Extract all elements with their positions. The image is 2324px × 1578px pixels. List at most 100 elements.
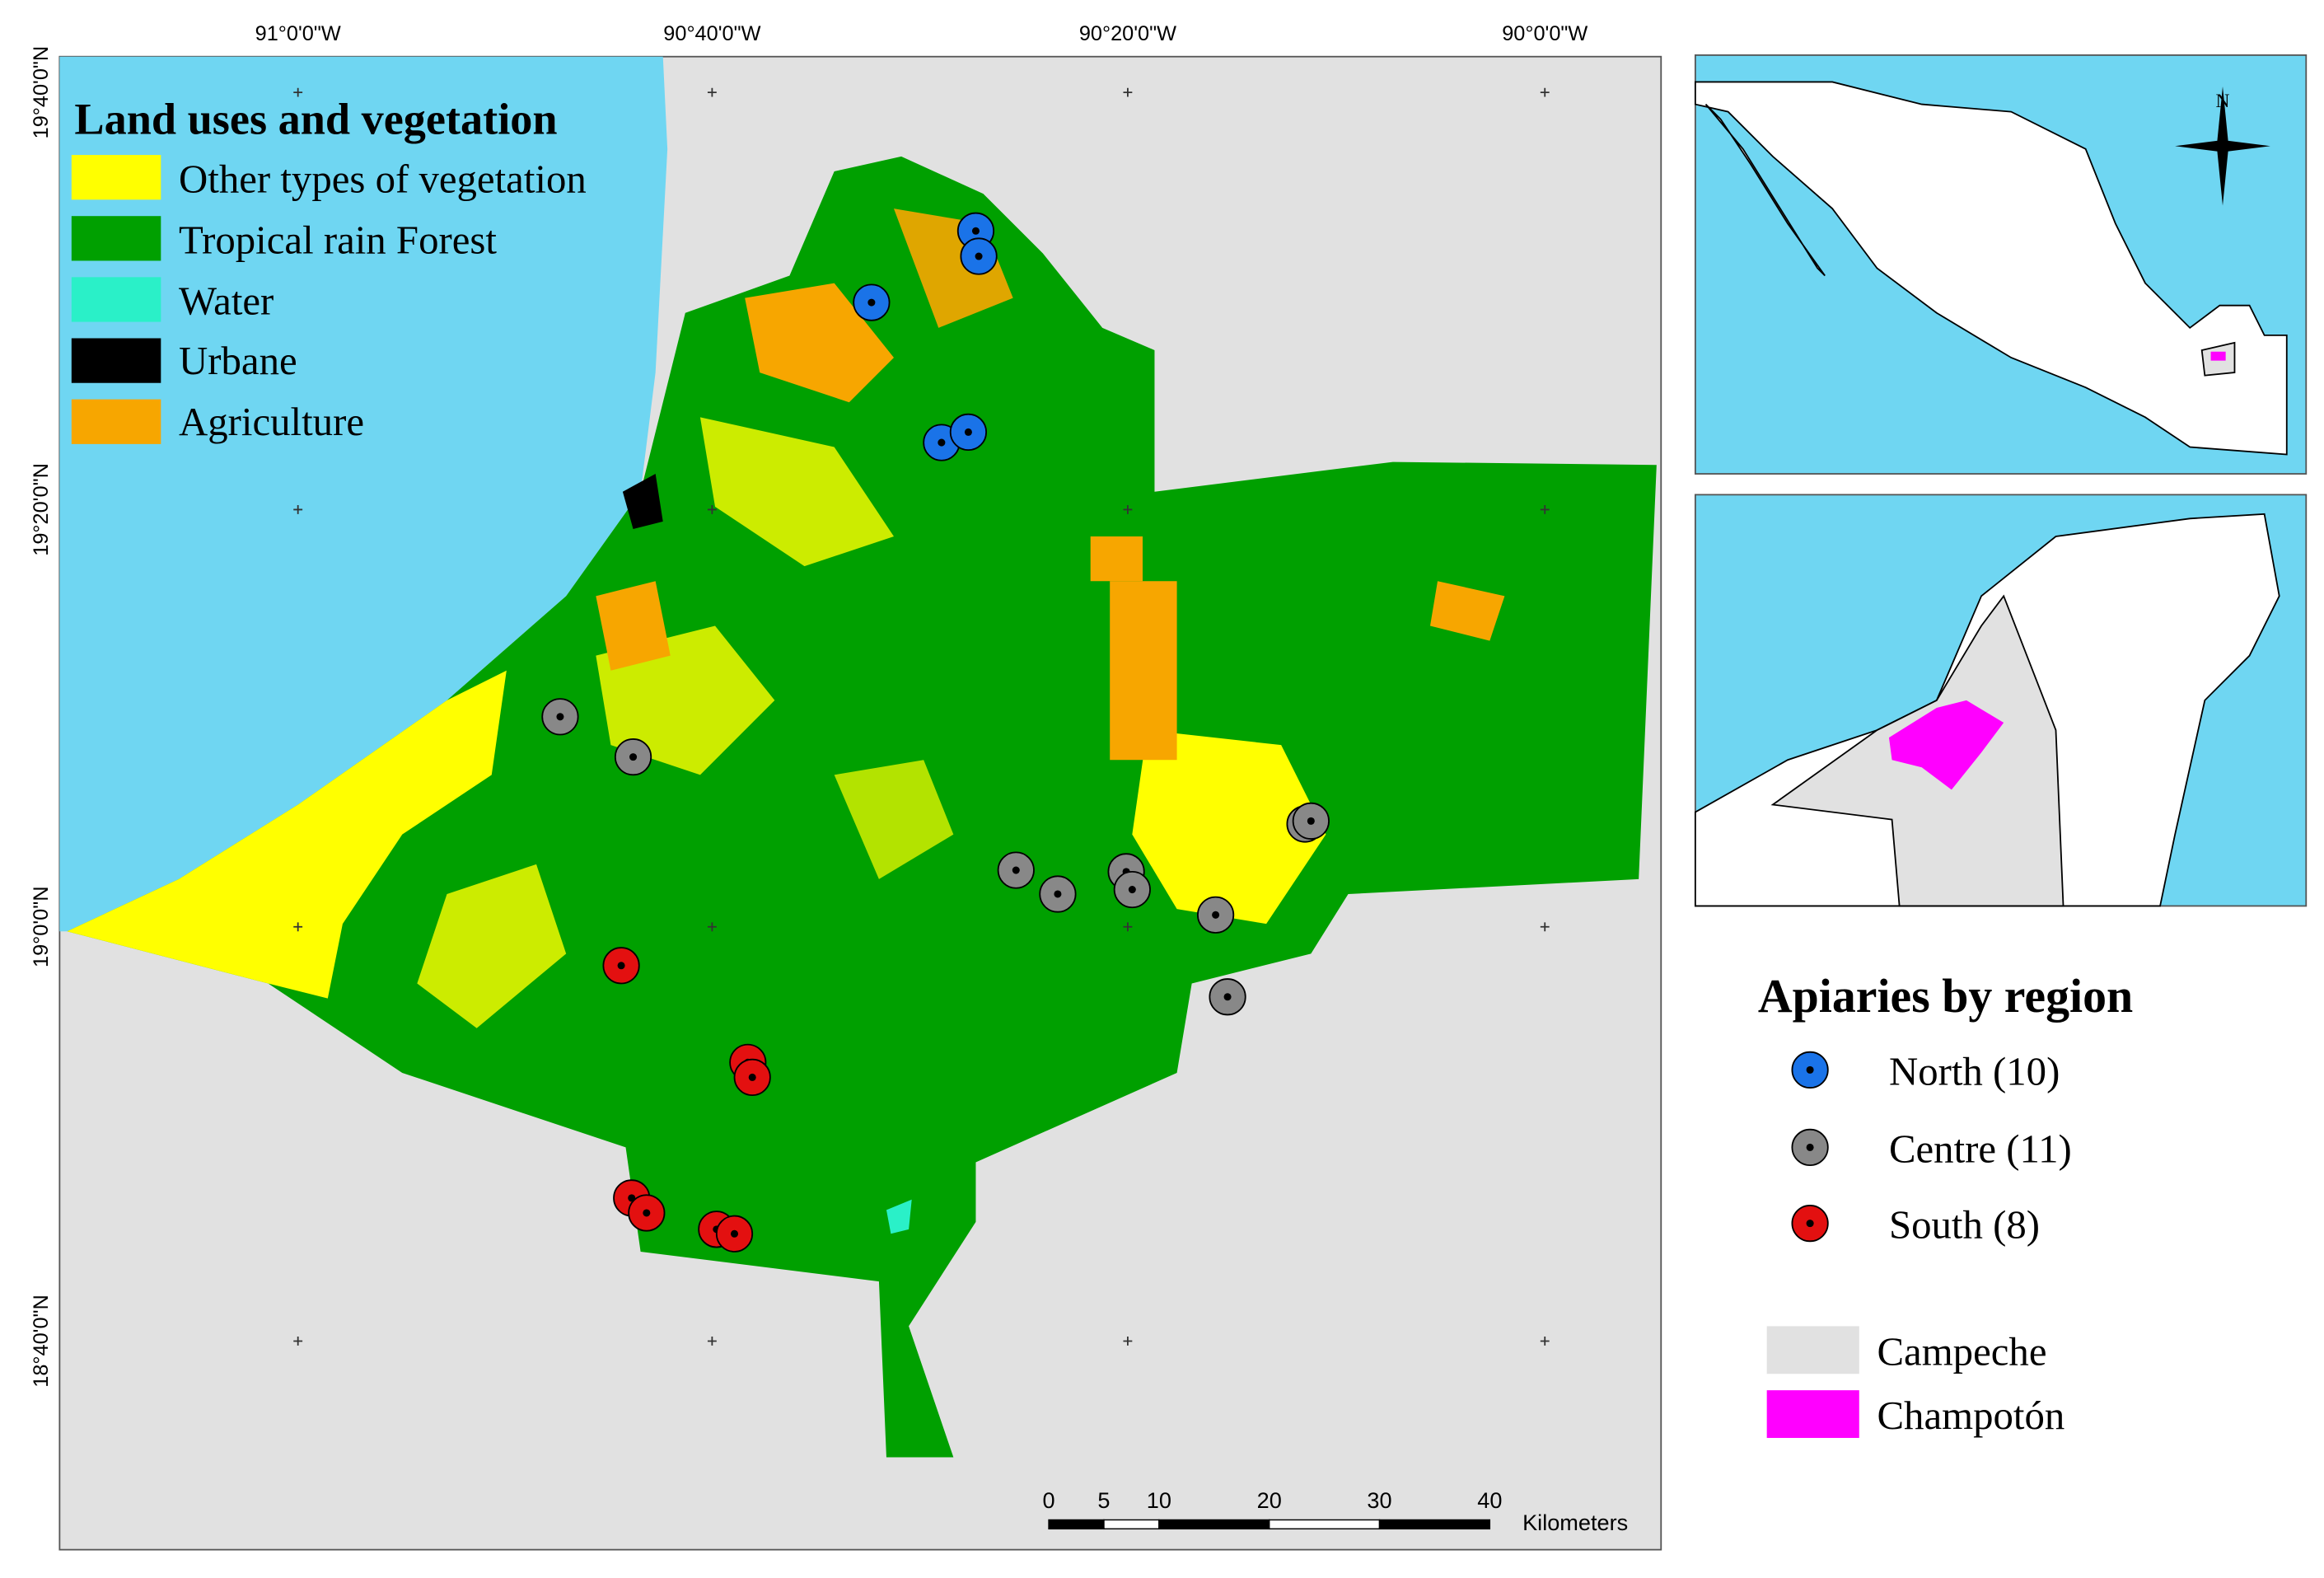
scale-segment	[1378, 1519, 1491, 1530]
champoton-inset	[2210, 351, 2226, 361]
sea	[59, 56, 668, 932]
longitude-label: 90°40'0"W	[663, 22, 760, 45]
scale-label: 30	[1367, 1487, 1391, 1513]
vegetation-patch	[417, 864, 567, 1028]
apiary-marker-dot	[1012, 866, 1020, 874]
latitude-label: 19°0'0"N	[30, 887, 53, 967]
legend-label: Other types of vegetation	[179, 156, 587, 201]
apiary-marker-dot	[1307, 817, 1315, 825]
graticule-cross	[293, 922, 303, 932]
legend-label: Campeche	[1877, 1328, 2046, 1374]
legend-label: Centre (11)	[1889, 1126, 2072, 1171]
vegetation-patch	[834, 760, 954, 879]
latitude-label: 19°20'0"N	[30, 463, 53, 556]
graticule-cross	[1123, 922, 1133, 932]
legend-swatch	[71, 277, 161, 322]
apiary-marker-dot	[975, 252, 983, 260]
legend-label: Urbane	[179, 338, 297, 383]
main-map: 91°0'0"W 90°40'0"W 90°20'0"W 90°0'0"W 19…	[30, 22, 1662, 1551]
apiary-marker-dot	[1054, 890, 1062, 898]
latitude-label: 19°40'0"N	[30, 46, 53, 139]
graticule-cross	[707, 87, 717, 97]
longitude-label: 90°20'0"W	[1079, 22, 1176, 45]
legend-swatch	[71, 155, 161, 200]
graticule	[293, 87, 1550, 1346]
graticule-cross	[293, 1337, 303, 1346]
apiary-marker-dot	[556, 713, 564, 721]
mexico-land	[1694, 81, 2288, 456]
graticule-cross	[1540, 1337, 1550, 1346]
legend-label: Water	[179, 279, 274, 324]
agriculture-patch	[1429, 581, 1505, 641]
graticule-cross	[1540, 505, 1550, 514]
legend-swatch	[71, 399, 161, 444]
scale-label: 20	[1257, 1487, 1282, 1513]
apiary-marker-dot	[964, 428, 972, 436]
vegetation-patch	[1132, 730, 1326, 925]
legend-swatch	[71, 338, 161, 383]
land-use-legend: Land uses and vegetation Other types of …	[71, 95, 587, 444]
scale-unit: Kilometers	[1522, 1510, 1628, 1535]
legend-swatch	[1766, 1326, 1859, 1374]
legend-marker-dot	[1806, 1220, 1814, 1228]
vegetation-patch	[596, 625, 775, 775]
scale-label: 40	[1477, 1487, 1502, 1513]
scale-label: 5	[1097, 1487, 1110, 1513]
longitude-label: 91°0'0"W	[255, 22, 341, 45]
graticule-cross	[1540, 87, 1550, 97]
scale-segment	[1268, 1519, 1381, 1530]
graticule-cross	[707, 505, 717, 514]
agriculture-patch	[1090, 536, 1143, 582]
graticule-cross	[707, 1337, 717, 1346]
inset-mexico: N	[1694, 54, 2308, 475]
legend-label: Agriculture	[179, 399, 364, 444]
scale-segment	[1103, 1519, 1160, 1530]
apiary-marker-dot	[1128, 886, 1136, 894]
agriculture-patch	[1110, 581, 1177, 761]
legend-marker-dot	[1806, 1143, 1814, 1151]
legend-label: South (8)	[1889, 1202, 2040, 1248]
legend-label: Champotón	[1877, 1393, 2064, 1438]
scale-bar: Kilometers 0 5 10 20 30 40	[1043, 1487, 1629, 1535]
vegetation-patch	[67, 670, 507, 999]
scale-label: 0	[1043, 1487, 1055, 1513]
legend-swatch	[71, 216, 161, 261]
legend-label: Tropical rain Forest	[179, 217, 497, 262]
latitude-label: 18°40'0"N	[30, 1295, 53, 1388]
inset-yucatan	[1694, 494, 2308, 907]
legend-title: Apiaries by region	[1758, 969, 2133, 1023]
apiary-marker-dot	[643, 1209, 651, 1217]
scale-label: 10	[1147, 1487, 1171, 1513]
water-patch	[886, 1199, 912, 1234]
apiary-marker-dot	[971, 227, 980, 235]
graticule-cross	[1540, 922, 1550, 932]
apiary-marker-dot	[617, 962, 625, 970]
legend-marker-dot	[1806, 1065, 1814, 1074]
graticule-cross	[1123, 1337, 1133, 1346]
apiary-marker-dot	[730, 1229, 739, 1238]
apiaries-legend: Apiaries by region North (10) Centre (11…	[1758, 969, 2133, 1438]
champoton-inset	[1888, 700, 2004, 790]
baja-california	[1704, 103, 1826, 277]
apiary-marker-dot	[748, 1073, 756, 1081]
north-arrow	[2175, 139, 2270, 152]
legend-title: Land uses and vegetation	[74, 95, 557, 144]
north-label: N	[2216, 91, 2230, 112]
graticule-cross	[1123, 505, 1133, 514]
apiary-marker-dot	[938, 438, 946, 447]
graticule-cross	[1123, 87, 1133, 97]
apiaries	[541, 212, 1330, 1253]
apiary-marker-dot	[1223, 993, 1232, 1001]
legend-swatch	[1766, 1390, 1859, 1439]
graticule-cross	[293, 87, 303, 97]
scale-segment	[1048, 1519, 1105, 1530]
apiary-marker-dot	[867, 298, 876, 307]
vegetation-patch	[699, 417, 895, 567]
apiary-marker-dot	[629, 753, 638, 761]
apiary-marker-dot	[1212, 911, 1220, 919]
graticule-cross	[293, 505, 303, 514]
scale-segment	[1158, 1519, 1270, 1530]
graticule-cross	[707, 922, 717, 932]
legend-label: North (10)	[1889, 1048, 2060, 1093]
